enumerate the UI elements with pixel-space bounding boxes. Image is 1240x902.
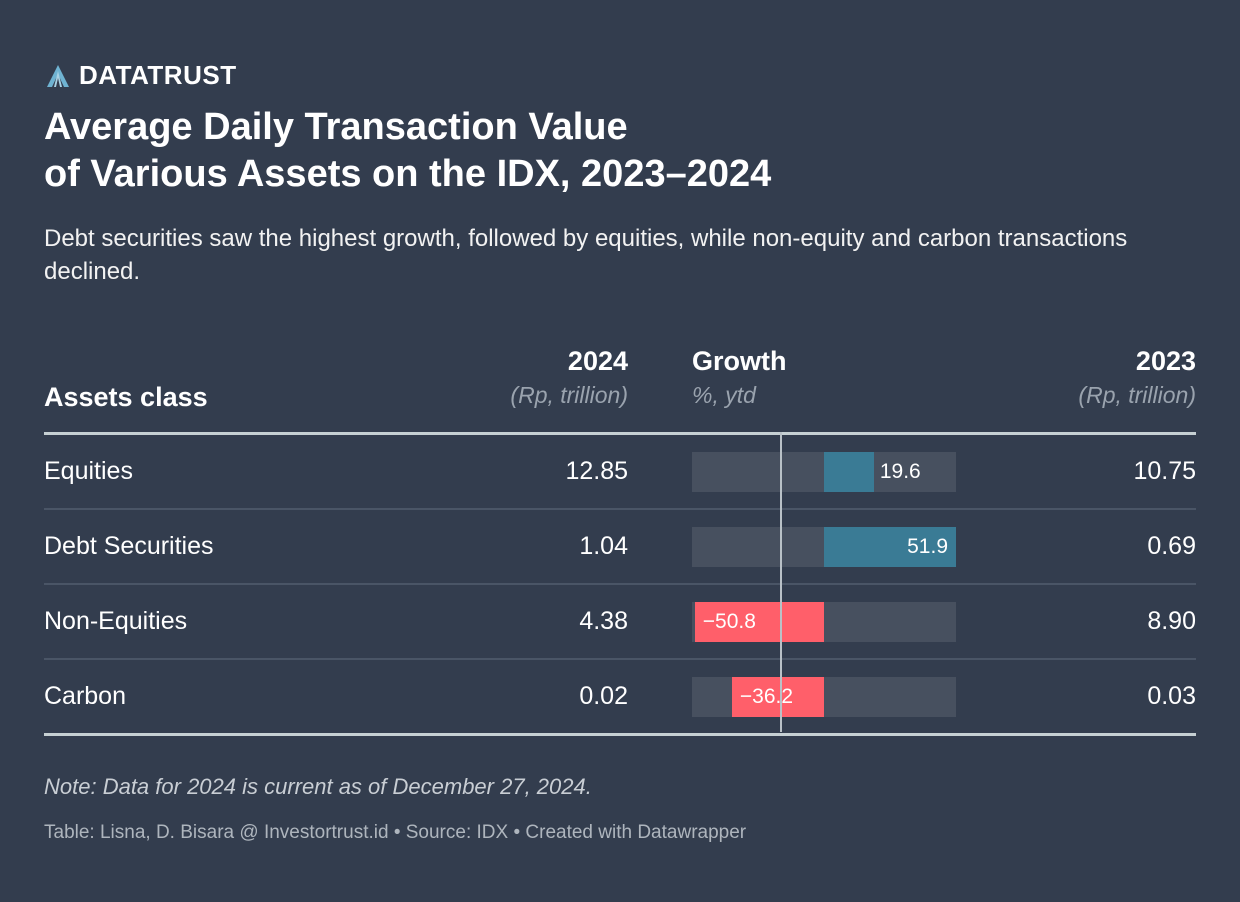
header-2023: 2023 xyxy=(1135,346,1196,376)
header-growth-unit: %, ytd xyxy=(692,382,756,408)
value-2024: 4.38 xyxy=(579,607,628,635)
value-2024: 1.04 xyxy=(579,532,628,560)
asset-name: Equities xyxy=(44,457,133,485)
chart-title: Average Daily Transaction Value of Vario… xyxy=(44,104,1194,198)
header-growth: Growth xyxy=(692,346,787,376)
growth-bar-track: −50.8 xyxy=(692,602,956,642)
table-row: Equities 12.85 19.6 10.75 xyxy=(44,435,1196,510)
value-2024: 12.85 xyxy=(565,457,628,485)
note: Note: Data for 2024 is current as of Dec… xyxy=(44,774,592,799)
asset-name: Carbon xyxy=(44,682,126,710)
header-2024: 2024 xyxy=(567,346,628,376)
header-2023-unit: (Rp, trillion) xyxy=(1078,382,1196,408)
table-row: Carbon 0.02 −36.2 0.03 xyxy=(44,660,1196,736)
asset-name: Non-Equities xyxy=(44,607,188,635)
growth-bar-track: 19.6 xyxy=(692,452,956,492)
value-2023: 0.69 xyxy=(1147,532,1196,560)
header-rule xyxy=(44,432,1196,435)
title-line-2: of Various Assets on the IDX, 2023–2024 xyxy=(44,153,772,195)
growth-bar-negative xyxy=(731,677,824,717)
brand-logo: DATATRUST xyxy=(45,60,237,91)
growth-bar-track: 51.9 xyxy=(692,527,956,567)
growth-bar-positive xyxy=(824,452,874,492)
asset-name: Debt Securities xyxy=(44,532,214,560)
table-header: Assets class 2024 (Rp, trillion) Growth … xyxy=(44,340,1196,432)
datatrust-logo-icon xyxy=(47,64,69,87)
brand-name: DATATRUST xyxy=(79,60,237,90)
header-2024-unit: (Rp, trillion) xyxy=(510,382,628,408)
growth-label: 51.9 xyxy=(907,535,948,558)
data-table: Assets class 2024 (Rp, trillion) Growth … xyxy=(44,340,1196,736)
credit-line: Table: Lisna, D. Bisara @ Investortrust.… xyxy=(44,822,747,843)
table-row: Non-Equities 4.38 −50.8 8.90 xyxy=(44,585,1196,660)
value-2024: 0.02 xyxy=(579,682,628,710)
title-line-1: Average Daily Transaction Value xyxy=(44,106,628,148)
growth-bar-positive xyxy=(824,527,956,567)
table-row: Debt Securities 1.04 51.9 0.69 xyxy=(44,510,1196,585)
header-assets-class: Assets class xyxy=(44,382,208,412)
value-2023: 10.75 xyxy=(1133,457,1196,485)
growth-label: −36.2 xyxy=(739,685,794,708)
growth-label: −50.8 xyxy=(702,610,756,633)
value-2023: 8.90 xyxy=(1147,607,1196,635)
growth-bar-track: −36.2 xyxy=(692,677,956,717)
growth-zero-axis xyxy=(780,432,782,732)
value-2023: 0.03 xyxy=(1147,682,1196,710)
chart-subtitle: Debt securities saw the highest growth, … xyxy=(44,225,1128,285)
growth-bar-negative xyxy=(694,602,824,642)
growth-label: 19.6 xyxy=(879,460,921,483)
